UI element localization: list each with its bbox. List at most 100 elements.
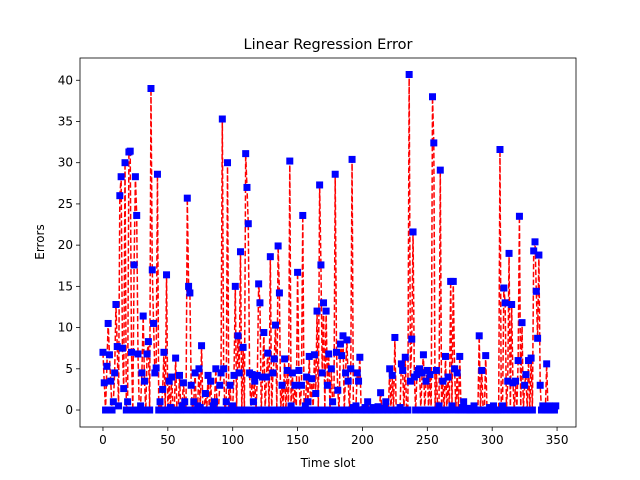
data-point: [251, 377, 259, 385]
data-point: [401, 353, 409, 361]
data-point: [312, 390, 320, 398]
data-point: [242, 150, 250, 158]
data-point: [278, 381, 286, 389]
data-point: [121, 159, 129, 167]
data-point: [382, 398, 390, 406]
data-point: [444, 373, 452, 381]
data-point: [143, 350, 151, 358]
data-point: [504, 377, 512, 385]
data-point: [528, 406, 536, 414]
data-point: [256, 299, 264, 307]
data-point: [176, 371, 184, 379]
data-point: [103, 362, 111, 370]
data-point: [261, 406, 269, 414]
data-point: [329, 398, 337, 406]
data-point: [107, 377, 115, 385]
x-tick-label: 150: [286, 433, 309, 447]
data-point: [186, 289, 194, 297]
data-point: [501, 299, 509, 307]
data-point: [259, 373, 267, 381]
data-point: [183, 194, 191, 202]
data-point: [429, 93, 437, 101]
data-point: [409, 228, 417, 236]
data-point: [117, 173, 125, 181]
data-point: [339, 332, 347, 340]
data-point: [220, 365, 228, 373]
data-point: [211, 398, 219, 406]
data-point: [482, 352, 490, 360]
data-point: [284, 406, 292, 414]
y-tick-label: 25: [58, 197, 73, 211]
data-point: [355, 377, 363, 385]
data-point: [335, 406, 343, 414]
data-point: [247, 406, 255, 414]
data-point: [413, 371, 421, 379]
data-point: [198, 342, 206, 350]
data-point: [126, 147, 134, 155]
data-point: [249, 398, 257, 406]
data-point: [208, 406, 216, 414]
data-point: [348, 155, 356, 163]
data-point: [204, 371, 212, 379]
data-point: [405, 70, 413, 78]
data-point: [421, 406, 429, 414]
data-point: [515, 212, 523, 220]
data-point: [156, 398, 164, 406]
data-point: [177, 406, 185, 414]
data-point: [150, 319, 158, 327]
data-point: [227, 406, 235, 414]
data-point: [536, 381, 544, 389]
data-point: [122, 406, 130, 414]
y-axis-label: Errors: [33, 224, 47, 260]
data-point: [140, 377, 148, 385]
data-point: [268, 406, 276, 414]
data-point: [313, 307, 321, 315]
data-point: [448, 402, 456, 410]
data-point: [201, 390, 209, 398]
data-point: [153, 170, 161, 178]
data-point: [308, 375, 316, 383]
data-point: [527, 354, 535, 362]
data-point: [222, 398, 230, 406]
data-point: [135, 406, 143, 414]
data-point: [244, 220, 252, 228]
data-point: [330, 406, 338, 414]
data-point: [157, 406, 165, 414]
data-point: [147, 85, 155, 93]
data-point: [352, 402, 360, 410]
data-point: [235, 369, 243, 377]
data-point: [218, 115, 226, 123]
y-tick-label: 20: [58, 238, 73, 252]
data-point: [506, 406, 514, 414]
data-point: [226, 381, 234, 389]
data-point: [252, 406, 260, 414]
data-point: [478, 366, 486, 374]
data-point: [513, 406, 521, 414]
data-point: [112, 300, 120, 308]
data-point: [345, 406, 353, 414]
y-tick-label: 15: [58, 279, 73, 293]
data-point: [207, 377, 215, 385]
data-point: [422, 377, 430, 385]
data-point: [301, 402, 309, 410]
data-point: [281, 355, 289, 363]
y-tick-label: 35: [58, 114, 73, 128]
data-point: [545, 402, 553, 410]
data-point: [266, 253, 274, 261]
data-point: [317, 261, 325, 269]
data-point: [243, 183, 251, 191]
axes-frame: [79, 57, 577, 428]
data-point: [163, 271, 171, 279]
data-point: [445, 406, 453, 414]
x-tick-label: 350: [546, 433, 569, 447]
data-point: [519, 406, 527, 414]
data-point: [142, 406, 150, 414]
data-point: [321, 406, 329, 414]
data-point: [260, 329, 268, 337]
data-point: [134, 350, 142, 358]
data-point: [418, 369, 426, 377]
data-point: [327, 365, 335, 373]
data-point: [417, 406, 425, 414]
data-point: [391, 333, 399, 341]
data-point: [231, 282, 239, 290]
